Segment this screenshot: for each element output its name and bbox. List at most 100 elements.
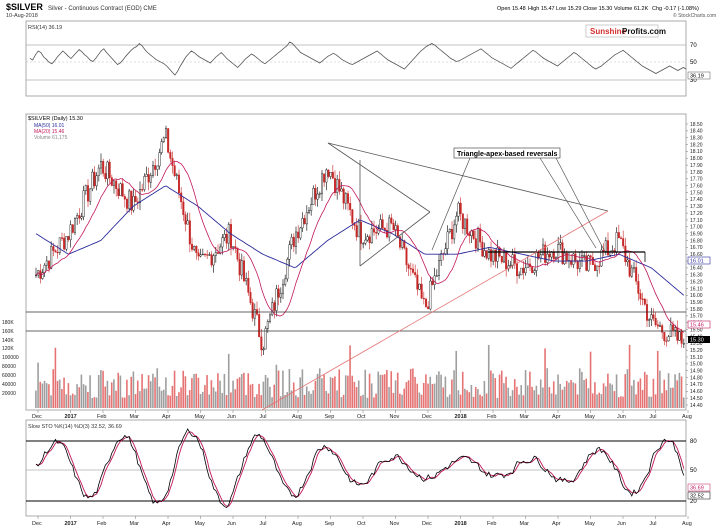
price-tick-label: 14.60 <box>690 389 703 395</box>
volume-tick-label: 100000 <box>2 355 19 361</box>
volume-bar <box>214 391 217 408</box>
candle-body <box>262 348 265 351</box>
volume-bar <box>186 395 189 408</box>
annotation-text: Triangle-apex-based reversals <box>457 151 557 158</box>
candle-body <box>71 224 74 233</box>
volume-tick-label: 60000 <box>2 373 16 379</box>
volume-bar <box>485 393 488 408</box>
candle-body <box>279 292 282 298</box>
candle-body <box>80 216 83 219</box>
volume-bar <box>418 392 421 408</box>
candle-body <box>401 240 404 248</box>
candle-body <box>143 176 146 190</box>
candle-body <box>349 203 352 210</box>
candle-body <box>240 260 243 276</box>
candle-body <box>249 292 252 303</box>
volume-bar <box>78 387 81 408</box>
candle-body <box>589 255 592 258</box>
candle-body <box>483 250 486 257</box>
volume-bar <box>615 374 618 408</box>
price-tick-label: 14.50 <box>690 396 703 402</box>
candle-body <box>271 302 274 316</box>
volume-bar <box>461 371 464 408</box>
candle-body <box>301 218 304 229</box>
candle-body <box>54 250 57 253</box>
price-tick-label: 15.50 <box>690 327 703 333</box>
volume-bar <box>513 379 516 408</box>
price-tick-label: 16.30 <box>690 273 703 279</box>
volume-bar <box>563 386 566 408</box>
volume-bar <box>459 394 462 408</box>
volume-bar <box>368 373 371 408</box>
candle-body <box>676 327 679 341</box>
volume-bar <box>282 370 284 408</box>
volume-bar <box>67 383 70 408</box>
volume-bar <box>574 383 577 408</box>
volume-bar <box>600 394 603 408</box>
volume-bar <box>555 394 557 408</box>
price-tick-label: 18.00 <box>690 156 703 162</box>
volume-bar <box>394 380 397 408</box>
brand-logo-part1: Sunshine <box>590 27 627 36</box>
candle-body <box>535 252 538 271</box>
x-tick-label: May <box>195 521 206 527</box>
volume-bar <box>511 390 514 408</box>
candle-body <box>67 236 70 240</box>
candle-body <box>509 264 512 267</box>
brand-logo-part2: Profits.com <box>622 27 666 36</box>
candle-body <box>451 229 454 240</box>
volume-bar <box>134 394 137 408</box>
candle-body <box>173 165 176 176</box>
volume-bar <box>158 386 161 408</box>
volume-bar <box>126 379 128 408</box>
candle-body <box>591 257 594 266</box>
volume-bar <box>433 383 436 408</box>
candle-body <box>295 231 298 247</box>
ma50-label: MA(50) 16.01 <box>34 123 65 129</box>
candle-body <box>630 267 633 277</box>
candle-body <box>585 255 588 271</box>
volume-bar <box>665 390 668 408</box>
candle-body <box>522 267 525 274</box>
volume-bar <box>121 397 124 408</box>
volume-bar <box>526 385 529 408</box>
candle-body <box>403 240 406 249</box>
volume-bar <box>342 394 345 408</box>
price-tick-label: 17.40 <box>690 197 703 203</box>
candle-body <box>435 275 438 277</box>
volume-bar <box>71 393 74 408</box>
volume-bar <box>271 397 273 408</box>
volume-bar <box>370 383 373 408</box>
x-tick-label: Dec <box>422 414 432 420</box>
volume-bar <box>457 390 460 408</box>
candle-body <box>607 240 610 256</box>
candle-body <box>635 267 638 282</box>
price-panel <box>25 113 687 411</box>
description-label: Silver - Continuous Contract (EOD) CME <box>48 6 157 12</box>
volume-bar <box>401 394 403 408</box>
volume-bar <box>487 344 490 408</box>
volume-bar <box>641 389 644 408</box>
candle-body <box>282 284 285 294</box>
volume-bar <box>314 380 317 408</box>
sto-label: Slow STO %K(14) %D(3) 32.52, 36.69 <box>28 424 122 430</box>
x-tick-label: 2017 <box>65 414 77 420</box>
volume-bar <box>455 350 458 408</box>
rsi-panel <box>25 20 687 97</box>
candle-body <box>199 254 202 257</box>
volume-bar <box>412 368 414 408</box>
price-axis: 18.5018.4018.3018.2018.1018.0017.9017.80… <box>686 122 703 409</box>
volume-bar <box>583 380 585 408</box>
annotation-box <box>453 147 561 159</box>
x-tick-label: Apr <box>552 414 561 420</box>
sto-panel <box>25 419 687 517</box>
candle-body <box>125 199 128 209</box>
candle-body <box>123 196 126 200</box>
candle-body <box>242 260 245 282</box>
price-tick-label: 15.20 <box>690 348 703 354</box>
volume-bar <box>607 373 609 408</box>
volume-bar <box>557 374 559 408</box>
volume-bar <box>54 347 57 408</box>
price-tick-label: 16.40 <box>690 266 703 272</box>
candle-body <box>416 274 419 290</box>
